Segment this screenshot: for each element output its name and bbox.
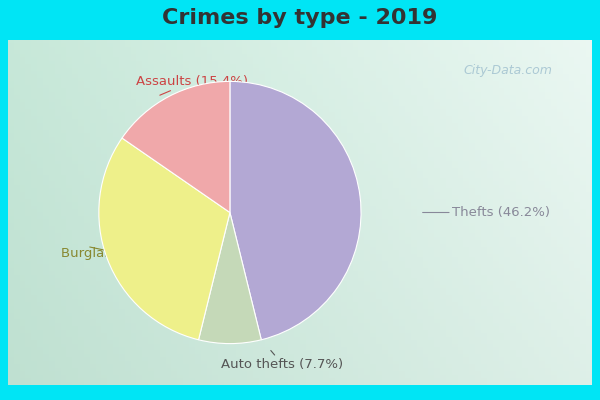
Wedge shape bbox=[230, 81, 361, 340]
Text: Burglaries (30.8%): Burglaries (30.8%) bbox=[61, 247, 185, 260]
Wedge shape bbox=[99, 138, 230, 340]
Text: Thefts (46.2%): Thefts (46.2%) bbox=[422, 206, 550, 219]
Text: Assaults (15.4%): Assaults (15.4%) bbox=[136, 75, 248, 95]
Text: City-Data.com: City-Data.com bbox=[464, 64, 553, 77]
Wedge shape bbox=[122, 81, 230, 212]
Wedge shape bbox=[199, 212, 261, 344]
Text: Auto thefts (7.7%): Auto thefts (7.7%) bbox=[221, 350, 344, 371]
Text: Crimes by type - 2019: Crimes by type - 2019 bbox=[163, 8, 437, 28]
